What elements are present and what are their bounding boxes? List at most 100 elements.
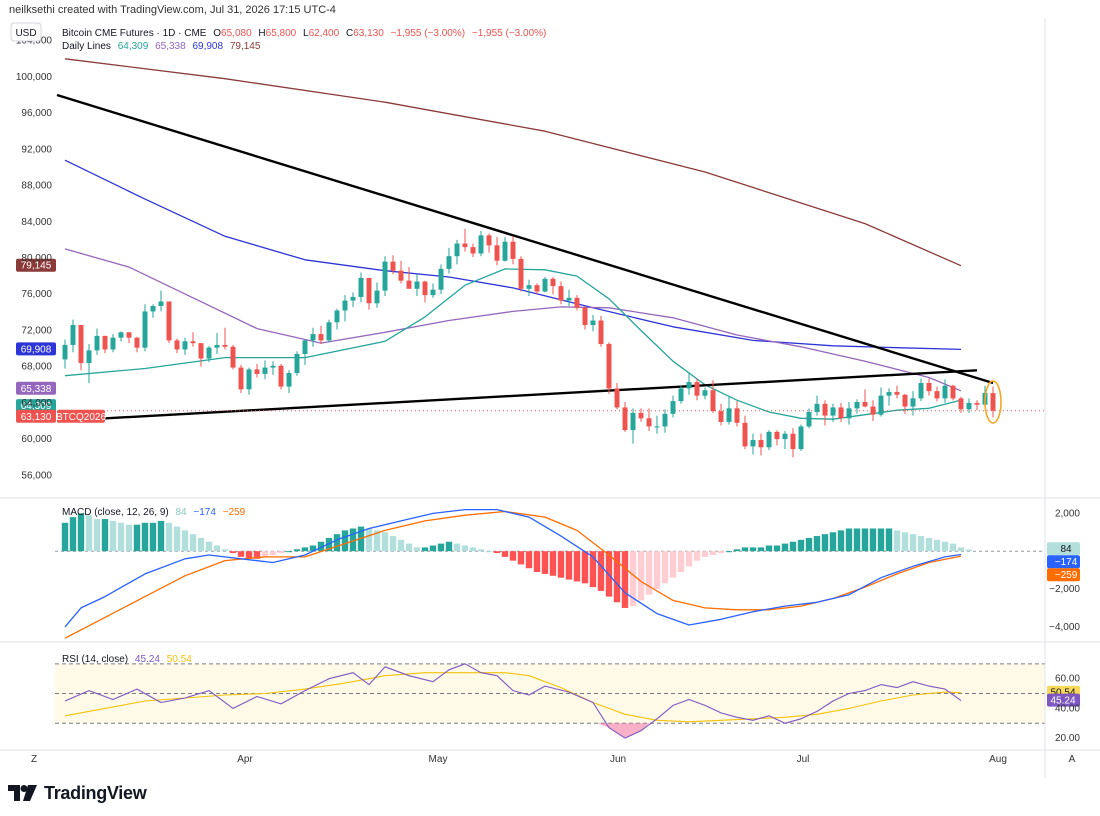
macd-histogram-bar (381, 532, 389, 552)
candle-body (798, 426, 804, 450)
candle-body (886, 392, 892, 396)
macd-histogram-bar (253, 551, 261, 559)
macd-hist-value: 84 (176, 507, 188, 518)
candle-body (662, 413, 668, 427)
candle-body (150, 306, 156, 312)
candle-body (838, 407, 844, 419)
price-tick-label: 68,000 (21, 362, 52, 373)
candle-body (422, 281, 428, 296)
candle-body (654, 426, 660, 428)
macd-histogram-bar (685, 551, 693, 567)
macd-histogram-bar (901, 532, 909, 552)
symbol-tag-box (57, 409, 105, 423)
candle-body (366, 277, 372, 304)
macd-histogram-bar (389, 536, 397, 552)
candle-body (142, 311, 148, 348)
candle-body (646, 418, 652, 427)
rsi-legend: RSI (14, close) 45.24 50.54 (62, 654, 192, 665)
ma50-value: 65,338 (155, 41, 186, 52)
candle-body (606, 344, 612, 389)
macd-histogram-bar (725, 551, 733, 553)
macd-histogram-bar (77, 513, 85, 552)
candle-body (686, 382, 692, 389)
candle-body (902, 394, 908, 407)
macd-title: MACD (close, 12, 26, 9) (62, 507, 169, 518)
rsi-tick-label: 20.00 (1055, 733, 1080, 744)
candle-body (870, 406, 876, 415)
candle-body (102, 335, 108, 350)
macd-histogram-bar (549, 551, 557, 576)
candle-body (766, 431, 772, 448)
macd-histogram-bar (861, 528, 869, 552)
candle-body (470, 247, 476, 254)
candle-body (358, 277, 364, 297)
candle-body (782, 433, 788, 440)
macd-histogram-bar (933, 539, 941, 552)
macd-histogram-bar (869, 528, 877, 552)
trendline (56, 369, 978, 423)
symbol-tag-label: BTCQ2026 (56, 412, 106, 423)
symbol-title: Bitcoin CME Futures · 1D · CME (62, 28, 207, 39)
candle-body (78, 325, 84, 364)
macd-histogram-bar (925, 537, 933, 552)
high-value: 65,800 (266, 28, 297, 39)
macd-histogram-bar (877, 528, 885, 552)
candle-body (278, 365, 284, 387)
candle-body (406, 280, 412, 289)
macd-histogram-bar (93, 519, 101, 552)
candle-body (830, 407, 836, 416)
macd-histogram-bar (101, 519, 109, 552)
candle-body (446, 256, 452, 269)
candle-body (918, 382, 924, 399)
candle-body (926, 382, 932, 392)
macd-histogram-bar (909, 534, 917, 552)
macd-histogram-bar (517, 551, 525, 565)
candle-body (806, 411, 812, 427)
candle-body (510, 241, 516, 259)
candle-body (326, 322, 332, 341)
macd-histogram-bar (773, 545, 781, 552)
macd-histogram-bar (261, 551, 269, 557)
candle-body (382, 261, 388, 291)
price-tick-label: 76,000 (21, 289, 52, 300)
candle-body (990, 393, 996, 411)
macd-histogram-bar (285, 551, 293, 553)
candle-body (702, 390, 708, 396)
macd-histogram-bar (165, 522, 173, 552)
trendline (56, 93, 994, 385)
macd-histogram-bar (845, 528, 853, 552)
ma200-line (64, 58, 962, 267)
macd-histogram-bar (565, 551, 573, 580)
tradingview-footer: TradingView (8, 781, 147, 805)
macd-histogram-bar (141, 522, 149, 552)
ma50-tag-box (16, 381, 56, 395)
macd-histogram-bar (885, 528, 893, 552)
macd-histogram-bar (741, 547, 749, 552)
candle-body (174, 340, 180, 350)
macd-line (64, 508, 962, 628)
tradingview-brand: TradingView (44, 782, 147, 803)
macd-histogram-bar (573, 551, 581, 582)
candle-body (94, 335, 100, 351)
candle-body (622, 407, 628, 431)
candle-body (294, 354, 300, 374)
currency-button-label: USD (15, 28, 36, 39)
macd-histogram-bar (421, 547, 429, 552)
macd-signal-line (64, 510, 962, 639)
macd-histogram-bar (965, 549, 973, 552)
macd-histogram-bar (637, 551, 645, 601)
macd-histogram-bar (397, 539, 405, 552)
macd-histogram-bar (789, 541, 797, 552)
currency-button[interactable] (10, 22, 42, 42)
candle-body (758, 440, 764, 448)
candle-body (206, 347, 212, 359)
price-tick-label: 84,000 (21, 217, 52, 228)
ma20-value: 64,309 (118, 41, 149, 52)
macd-histogram-bar (613, 551, 621, 603)
macd-histogram-bar (949, 543, 957, 552)
indicator-name: Daily Lines (62, 41, 111, 52)
candle-body (854, 402, 860, 409)
candle-body (454, 243, 460, 257)
